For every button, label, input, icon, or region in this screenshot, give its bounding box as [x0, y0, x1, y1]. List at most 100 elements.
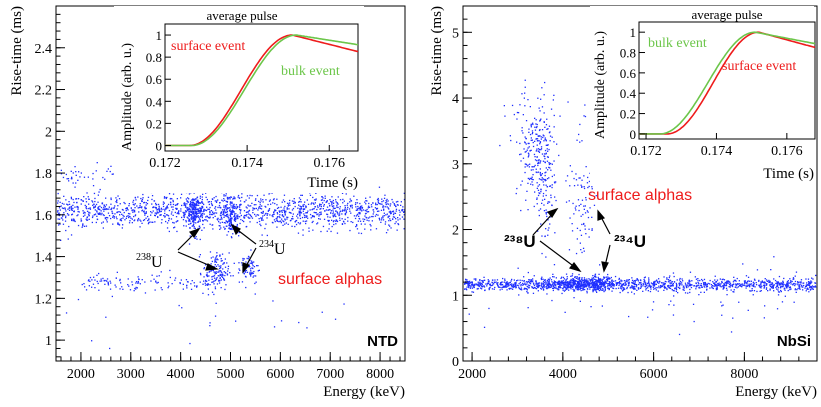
data-point	[158, 205, 160, 207]
data-point	[565, 273, 568, 275]
data-point	[591, 188, 593, 190]
data-point	[566, 286, 568, 289]
data-point	[799, 281, 801, 283]
data-point	[493, 281, 495, 283]
data-point	[244, 270, 246, 272]
data-point	[686, 286, 688, 289]
data-point	[557, 282, 560, 284]
data-point	[326, 206, 329, 208]
data-point	[226, 262, 228, 264]
data-point	[321, 202, 324, 204]
data-point	[141, 206, 143, 208]
data-point	[94, 200, 96, 203]
data-point	[65, 216, 67, 219]
data-point	[617, 287, 620, 289]
data-point	[580, 203, 582, 205]
data-point	[233, 207, 235, 209]
data-point	[305, 212, 307, 214]
data-point	[147, 219, 149, 222]
data-point	[200, 213, 202, 215]
data-point	[529, 281, 531, 283]
data-point	[577, 184, 579, 186]
data-point	[482, 280, 484, 283]
data-point	[472, 291, 475, 293]
data-point	[107, 212, 110, 214]
data-point	[753, 290, 756, 292]
data-point	[156, 275, 158, 277]
data-point	[587, 216, 590, 219]
data-point	[538, 178, 541, 180]
data-point	[399, 211, 401, 213]
data-point	[188, 214, 190, 217]
data-point	[220, 218, 222, 220]
data-point	[236, 223, 238, 226]
data-point	[294, 205, 296, 208]
data-point	[160, 271, 162, 273]
data-point	[320, 230, 322, 233]
data-point	[549, 223, 551, 225]
data-point	[811, 281, 813, 283]
x-tick-label: 2000	[67, 367, 95, 382]
data-point	[780, 285, 782, 287]
data-point	[313, 208, 315, 210]
data-point	[570, 280, 572, 282]
data-point	[811, 285, 814, 287]
data-point	[175, 207, 177, 209]
data-point	[301, 216, 304, 219]
data-point	[382, 219, 385, 221]
data-point	[571, 170, 573, 173]
data-point	[245, 199, 247, 201]
data-point	[339, 217, 341, 219]
data-point	[199, 220, 201, 222]
data-point	[712, 281, 714, 283]
data-point	[368, 220, 370, 222]
data-point	[403, 211, 405, 213]
data-point	[602, 284, 604, 286]
data-point	[597, 276, 599, 279]
data-point	[302, 220, 304, 222]
data-point	[483, 276, 485, 278]
data-point	[322, 225, 325, 228]
data-point	[672, 272, 675, 274]
data-point	[191, 204, 194, 206]
data-point	[522, 132, 524, 134]
data-point	[171, 211, 173, 213]
data-point	[517, 267, 519, 269]
data-point	[92, 172, 94, 175]
data-point	[158, 275, 160, 277]
data-point	[466, 279, 468, 281]
data-point	[598, 279, 600, 282]
data-point	[729, 286, 731, 288]
data-point	[809, 287, 811, 289]
data-point	[581, 283, 583, 285]
data-point	[610, 282, 613, 284]
data-point	[59, 201, 61, 203]
y-tick-label: 4	[452, 92, 459, 107]
data-point	[185, 198, 187, 200]
data-point	[725, 287, 728, 289]
data-point	[366, 217, 368, 219]
data-point	[389, 205, 391, 207]
data-point	[522, 284, 524, 286]
data-point	[573, 279, 575, 281]
data-point	[265, 199, 267, 201]
data-point	[155, 207, 157, 209]
data-point	[195, 206, 197, 209]
right-x-ticks: 2000 4000 6000 8000	[458, 352, 818, 382]
data-point	[229, 224, 231, 226]
data-point	[140, 207, 143, 209]
data-point	[781, 285, 783, 288]
data-point	[568, 282, 571, 284]
data-point	[522, 157, 525, 159]
data-point	[170, 206, 173, 208]
data-point	[806, 284, 809, 286]
data-point	[739, 285, 742, 287]
data-point	[730, 285, 732, 287]
data-point	[104, 206, 106, 208]
data-point	[194, 215, 196, 217]
data-point	[723, 279, 726, 281]
data-point	[362, 209, 364, 211]
data-point	[172, 193, 175, 195]
data-point	[315, 198, 317, 200]
data-point	[550, 108, 553, 110]
